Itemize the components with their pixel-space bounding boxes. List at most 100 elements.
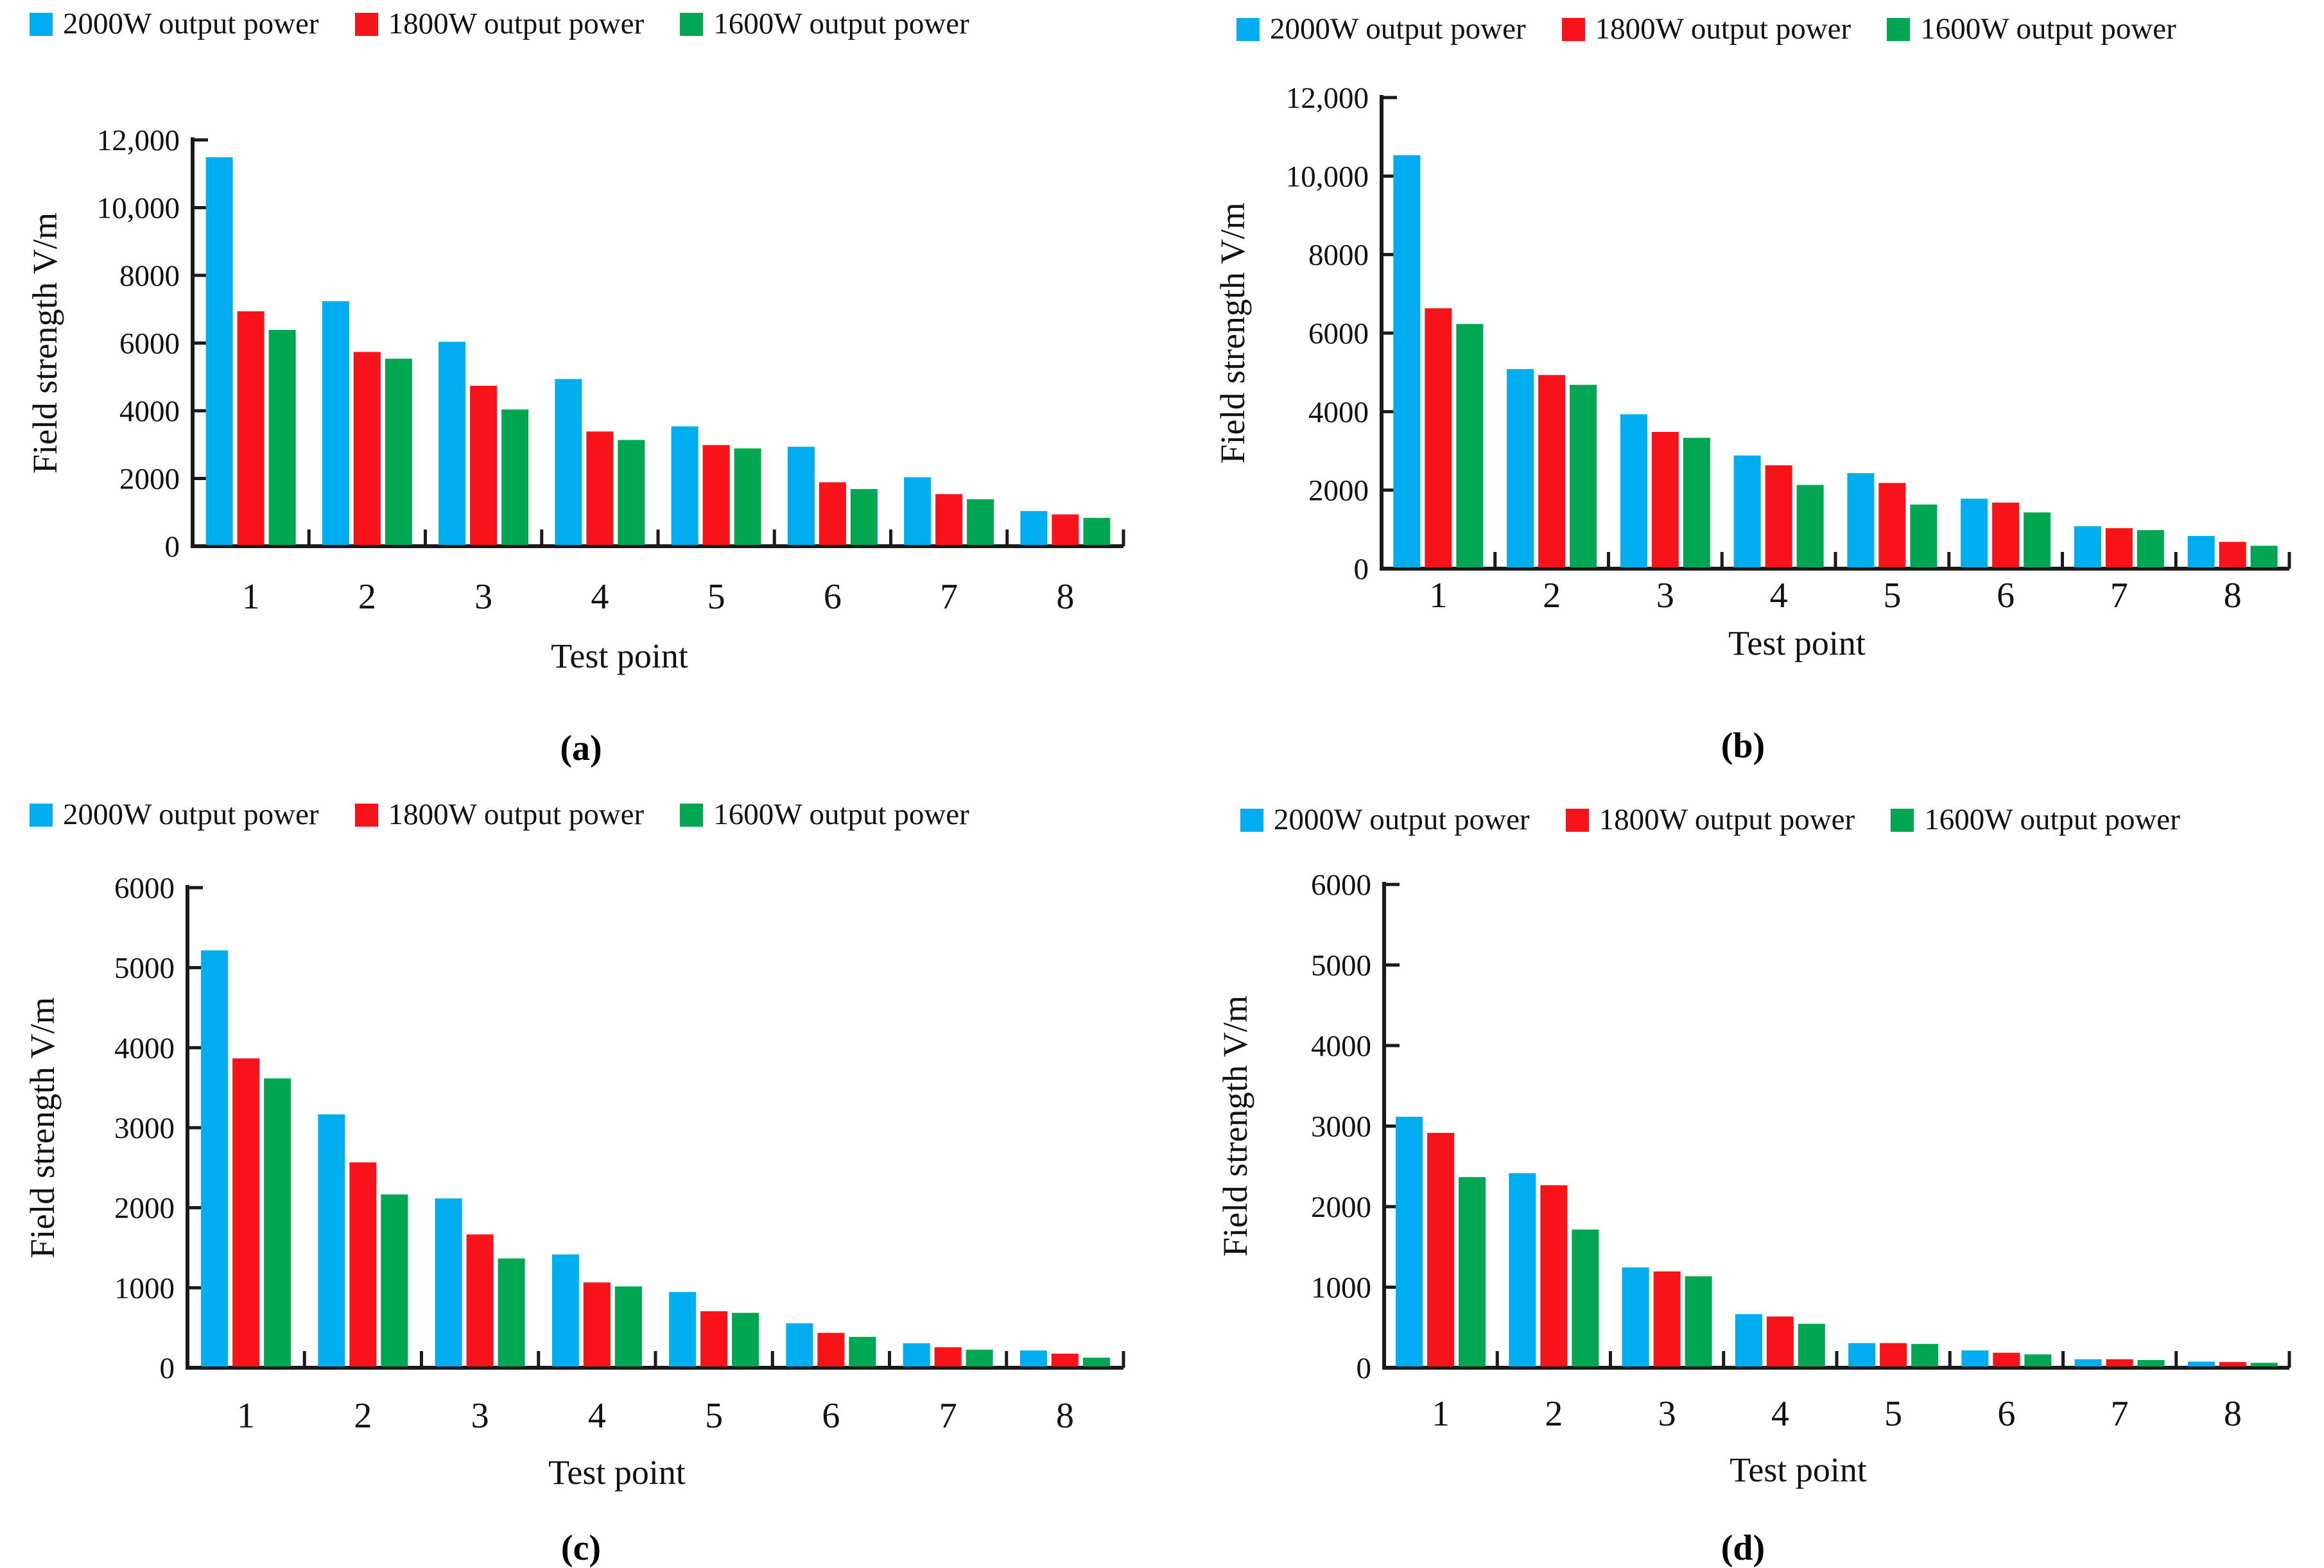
- x-tick-label: 3: [471, 1396, 489, 1436]
- chart-panel-a: 2000W output power 1800W output power 16…: [0, 0, 1162, 780]
- y-tick-label: 2000: [1311, 1191, 1371, 1224]
- y-tick-label: 1000: [1311, 1271, 1371, 1304]
- y-tick-label: 4000: [1308, 395, 1369, 429]
- x-tick-label: 5: [1884, 1394, 1902, 1434]
- legend-label: 2000W output power: [63, 7, 319, 40]
- bar-1800w-tp7: [2106, 1359, 2133, 1366]
- bar-2000w-tp6: [1961, 498, 1988, 567]
- legend-label: 1800W output power: [1595, 12, 1851, 46]
- bar-1600w-tp2: [381, 1194, 408, 1366]
- legend-label: 2000W output power: [63, 798, 319, 831]
- bar-1600w-tp7: [2137, 530, 2164, 567]
- bar-2000w-tp3: [438, 341, 466, 545]
- bar-1800w-tp6: [817, 1332, 845, 1366]
- y-tick-label: 4000: [119, 395, 180, 428]
- bar-2000w-tp7: [904, 477, 932, 545]
- x-tick-label: 1: [237, 1396, 255, 1436]
- bar-2000w-tp1: [201, 950, 229, 1366]
- bar-2000w-tp2: [322, 301, 349, 545]
- bar-2000w-tp6: [787, 447, 815, 545]
- bar-1800w-tp1: [237, 311, 264, 545]
- bar-1600w-tp8: [1083, 517, 1111, 545]
- bar-1600w-tp3: [1685, 1276, 1712, 1366]
- bar-1800w-tp1: [232, 1058, 260, 1366]
- legend-item-1800w: 1800W output power: [354, 800, 644, 830]
- bar-2000w-tp3: [1620, 414, 1647, 567]
- bar-1800w-tp8: [1051, 1354, 1079, 1366]
- y-tick-label: 0: [1354, 553, 1369, 586]
- bar-2000w-tp2: [1507, 369, 1534, 567]
- bar-1600w-tp4: [1798, 1323, 1825, 1366]
- bar-2000w-tp4: [1733, 455, 1761, 567]
- bar-1600w-tp7: [967, 499, 994, 545]
- x-tick-label: 7: [2111, 1394, 2129, 1434]
- y-axis-title: Field strength V/m: [1213, 202, 1252, 463]
- bar-1600w-tp5: [734, 448, 761, 545]
- y-tick-label: 10,000: [97, 191, 180, 225]
- x-tick-label: 2: [1545, 1394, 1563, 1434]
- bar-1800w-tp2: [1538, 375, 1566, 567]
- bar-1600w-tp1: [1459, 1177, 1486, 1366]
- bar-2000w-tp5: [671, 426, 698, 545]
- y-tick-label: 6000: [1311, 868, 1371, 902]
- x-tick-label: 6: [1997, 1394, 2015, 1434]
- bar-1600w-tp5: [732, 1313, 759, 1366]
- bar-chart-a: 12,000 10,000 8000 6000 4000 2000 0 1 2 3 4 5 6 7 8 Tes…: [26, 124, 1125, 675]
- y-tick-label: 8000: [1308, 239, 1369, 272]
- chart-panel-d: 2000W output power 1800W output power 16…: [1162, 780, 2324, 1566]
- legend-swatch-2000w-icon: [1236, 17, 1260, 41]
- bar-1600w-tp6: [2024, 512, 2051, 567]
- y-tick-label: 0: [160, 1352, 175, 1385]
- x-tick-label: 6: [824, 577, 842, 617]
- bar-2000w-tp3: [435, 1198, 462, 1366]
- bar-2000w-tp4: [1735, 1314, 1762, 1366]
- bar-1600w-tp8: [1082, 1357, 1110, 1366]
- y-tick-label: 2000: [119, 462, 180, 495]
- y-tick-label: 0: [1357, 1352, 1372, 1385]
- bar-1800w-tp2: [353, 352, 381, 545]
- x-tick-label: 4: [588, 1396, 606, 1436]
- y-tick-label: 3000: [114, 1112, 175, 1145]
- bar-1800w-tp4: [1766, 1316, 1794, 1366]
- bar-1600w-tp1: [1456, 323, 1484, 567]
- x-tick-label: 1: [1429, 576, 1447, 616]
- y-tick-label: 2000: [114, 1192, 175, 1225]
- y-tick-label: 12,000: [1286, 82, 1369, 115]
- bar-1800w-tp5: [1880, 1343, 1907, 1366]
- chart-panel-c: 2000W output power 1800W output power 16…: [0, 780, 1162, 1566]
- bar-1800w-tp4: [1765, 465, 1792, 567]
- legend: 2000W output power 1800W output power 16…: [30, 9, 969, 39]
- bar-1600w-tp1: [264, 1078, 291, 1366]
- bar-1600w-tp4: [614, 1286, 642, 1366]
- y-tick-label: 5000: [114, 952, 175, 985]
- bar-2000w-tp5: [1847, 473, 1875, 567]
- legend-item-1600w: 1600W output power: [1887, 14, 2176, 44]
- bar-1800w-tp7: [2105, 528, 2133, 567]
- bar-1600w-tp4: [1796, 485, 1824, 567]
- bar-1800w-tp5: [700, 1311, 728, 1366]
- bar-2000w-tp7: [2074, 526, 2101, 567]
- legend-label: 1800W output power: [1599, 803, 1855, 836]
- legend-swatch-1600w-icon: [1887, 17, 1911, 41]
- legend-item-1600w: 1600W output power: [1891, 805, 2180, 835]
- x-tick-label: 3: [1656, 576, 1674, 616]
- x-tick-label: 5: [707, 577, 725, 617]
- bar-2000w-tp4: [551, 1254, 579, 1366]
- bar-1600w-tp8: [2250, 1363, 2278, 1366]
- x-tick-label: 8: [1056, 577, 1074, 617]
- legend-label: 1600W output power: [713, 7, 969, 40]
- bar-2000w-tp5: [1848, 1343, 1876, 1366]
- bar-1600w-tp1: [268, 330, 296, 545]
- legend-item-2000w: 2000W output power: [1236, 14, 1526, 44]
- bar-1800w-tp5: [702, 445, 730, 545]
- bar-1600w-tp3: [1683, 438, 1710, 567]
- x-tick-label: 7: [2110, 576, 2128, 616]
- legend-label: 1600W output power: [713, 798, 969, 831]
- chart-panel-b: 2000W output power 1800W output power 16…: [1162, 0, 2324, 780]
- bar-1600w-tp3: [498, 1258, 525, 1366]
- subfigure-caption-c: (c): [560, 1528, 602, 1568]
- y-axis-title: Field strength V/m: [23, 997, 62, 1258]
- legend-item-1600w: 1600W output power: [680, 800, 969, 830]
- legend-item-1800w: 1800W output power: [354, 9, 644, 39]
